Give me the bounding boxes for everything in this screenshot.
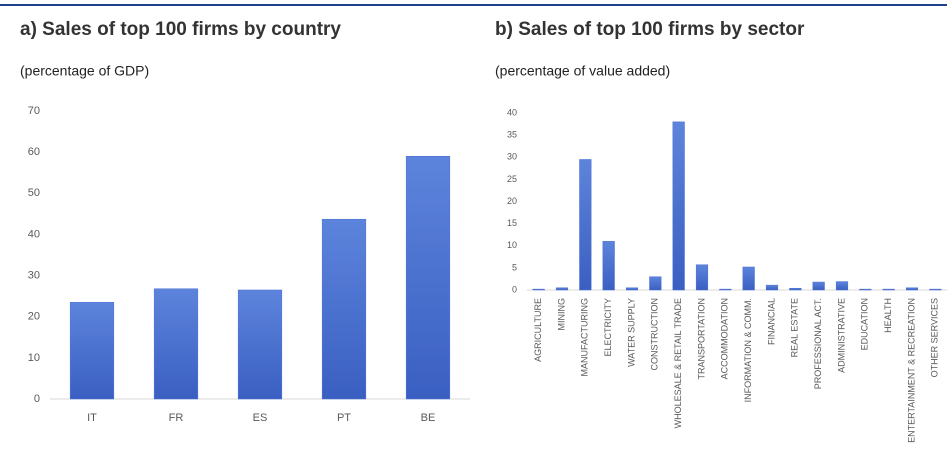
bar	[649, 276, 662, 291]
chart-subtitle: (percentage of value added)	[495, 63, 670, 79]
bar	[555, 287, 569, 291]
x-tick-label: FINANCIAL	[766, 298, 776, 345]
y-tick-label: 70	[28, 105, 40, 117]
x-tick-label: ELECTRICITY	[603, 298, 613, 357]
bar	[602, 241, 615, 291]
bar	[532, 288, 545, 291]
y-tick-label: 25	[507, 174, 517, 184]
bar	[321, 218, 367, 400]
chart-title: b) Sales of top 100 firms by sector	[495, 19, 805, 40]
y-tick-label: 0	[34, 393, 40, 405]
x-tick-label: INFORMATION & COMM.	[743, 298, 753, 402]
y-tick-label: 20	[28, 311, 40, 323]
bar	[625, 287, 639, 291]
x-tick-label: PT	[337, 412, 351, 424]
y-tick-label: 60	[28, 146, 40, 158]
x-tick-label: TRANSPORTATION	[696, 298, 706, 380]
y-tick-label: 20	[507, 196, 517, 206]
bar	[929, 288, 942, 291]
x-tick-label: ACCOMMODATION	[720, 298, 730, 379]
x-tick-label: WHOLESALE & RETAIL TRADE	[673, 298, 683, 428]
y-tick-label: 35	[507, 130, 517, 140]
x-tick-label: ADMINISTRATIVE	[836, 298, 846, 373]
x-tick-label: ENTERTAINMENT & RECREATION	[906, 298, 916, 443]
bar	[237, 289, 283, 400]
y-tick-label: 50	[28, 187, 40, 199]
bar	[789, 287, 802, 291]
bar	[905, 287, 919, 291]
chart-subtitle: (percentage of GDP)	[20, 63, 149, 79]
bar	[835, 281, 849, 291]
bar	[695, 264, 709, 291]
x-tick-label: BE	[421, 412, 436, 424]
y-tick-label: 10	[507, 240, 517, 250]
bar	[812, 281, 825, 291]
chart-title: a) Sales of top 100 firms by country	[20, 19, 341, 40]
top-rule	[0, 4, 947, 6]
x-tick-label: ES	[253, 412, 268, 424]
x-tick-label: MANUFACTURING	[580, 298, 590, 377]
y-tick-label: 10	[28, 352, 40, 364]
x-tick-label: FR	[169, 412, 184, 424]
x-tick-label: REAL ESTATE	[790, 298, 800, 357]
y-tick-label: 5	[512, 262, 517, 272]
x-tick-label: PROFESSIONAL ACT.	[813, 298, 823, 389]
bar	[859, 288, 872, 291]
y-tick-label: 40	[28, 228, 40, 240]
x-tick-label: MINING	[556, 298, 566, 331]
x-tick-label: OTHER SERVICES	[930, 298, 940, 377]
bar	[69, 302, 115, 400]
y-tick-label: 0	[512, 284, 517, 294]
bar	[719, 288, 732, 291]
y-tick-label: 15	[507, 218, 517, 228]
x-tick-label: CONSTRUCTION	[650, 298, 660, 371]
x-tick-label: IT	[87, 412, 97, 424]
bar	[579, 159, 592, 291]
bar	[153, 288, 199, 400]
x-tick-label: AGRICULTURE	[533, 298, 543, 362]
bar	[765, 284, 779, 291]
y-tick-label: 30	[28, 269, 40, 281]
x-tick-label: EDUCATION	[860, 298, 870, 350]
y-tick-label: 30	[507, 152, 517, 162]
y-tick-label: 40	[507, 107, 517, 117]
x-tick-label: HEALTH	[883, 298, 893, 333]
bar	[405, 156, 451, 400]
x-tick-label: WATER SUPPLY	[626, 298, 636, 367]
bar	[742, 266, 755, 291]
bar	[672, 121, 685, 291]
bar	[882, 288, 895, 291]
